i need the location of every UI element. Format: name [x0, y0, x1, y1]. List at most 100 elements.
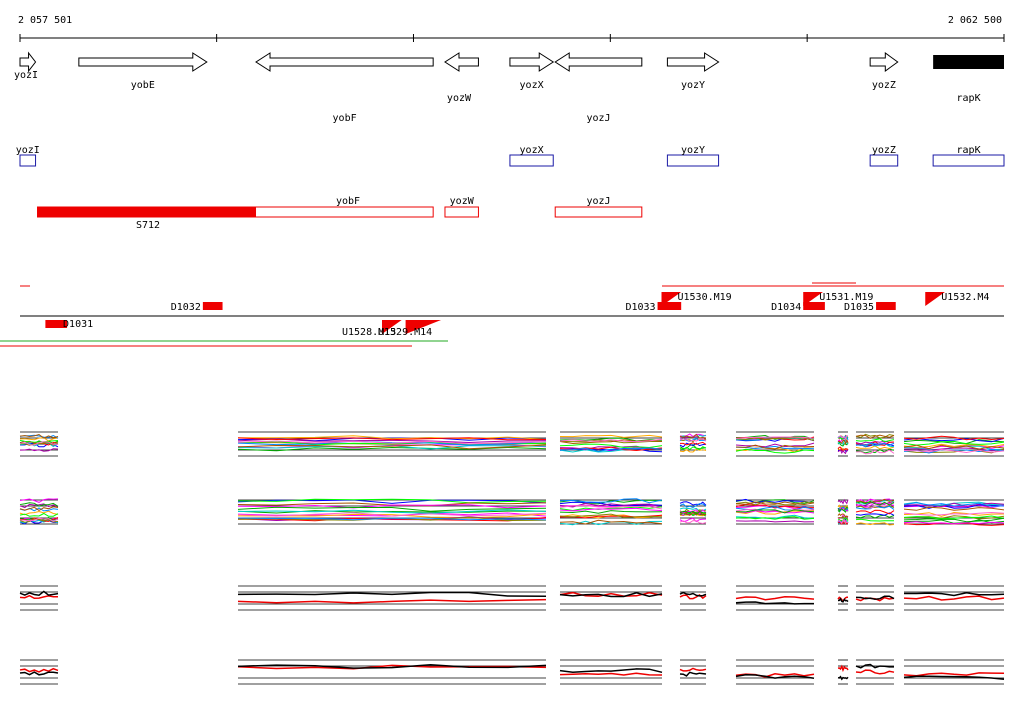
feature-triangle[interactable] — [925, 292, 945, 306]
gene-rapK[interactable]: rapK — [933, 55, 1004, 104]
expression-block — [735, 659, 815, 685]
gene-arrow[interactable] — [869, 52, 899, 72]
expression-trace — [903, 439, 1005, 445]
feature-D1033[interactable]: D1033 — [625, 302, 682, 313]
ruler-ticks — [19, 34, 1005, 42]
expression-block — [855, 498, 895, 526]
transcript-yozJ[interactable]: yozJ — [554, 196, 643, 218]
expression-trace — [903, 672, 1005, 677]
transcript-yozW[interactable]: yozW — [444, 196, 479, 218]
feature-D1034[interactable]: D1034 — [771, 302, 825, 313]
expression-trace — [735, 444, 815, 450]
cds-box[interactable] — [19, 154, 37, 167]
gene-arrow[interactable] — [509, 52, 555, 72]
cds-rapK[interactable]: rapK — [932, 145, 1005, 167]
gene-label: yozY — [681, 80, 705, 91]
expression-trace — [903, 592, 1005, 597]
expression-trace — [903, 502, 1005, 507]
feature-U1528.M13[interactable]: U1528.M13 — [342, 320, 402, 338]
gene-yozY[interactable]: yozY — [666, 52, 720, 91]
feature-label: D1031 — [63, 319, 93, 330]
cds-box[interactable] — [509, 154, 554, 167]
feature-U1529.M14[interactable]: U1529.M14 — [378, 320, 442, 338]
expression-trace — [837, 438, 849, 446]
feature-label: D1032 — [171, 302, 201, 313]
expression-trace — [19, 518, 59, 523]
expression-trace — [19, 448, 59, 452]
feature-box[interactable] — [803, 302, 825, 310]
gene-arrow[interactable] — [255, 52, 434, 72]
expression-trace — [679, 433, 707, 439]
expression-trace — [237, 440, 547, 446]
feature-triangle[interactable] — [381, 320, 402, 334]
gene-yozZ[interactable]: yozZ — [869, 52, 899, 91]
expression-trace — [237, 591, 547, 598]
cds-yozI[interactable]: yozI — [16, 145, 40, 167]
expression-trace — [903, 511, 1005, 516]
transcript-yobF[interactable]: yobF S712 — [37, 196, 434, 231]
expression-trace — [903, 504, 1005, 509]
feature-U1530.M19[interactable]: U1530.M19 — [661, 292, 732, 306]
expression-trace — [237, 438, 547, 444]
gene-yobE[interactable]: yobE — [78, 52, 208, 91]
expression-trace — [559, 447, 663, 453]
expression-trace — [237, 446, 547, 452]
gene-yozW[interactable]: yozW — [444, 52, 479, 104]
expression-block — [19, 659, 59, 685]
expression-block — [19, 431, 59, 457]
expression-block — [679, 431, 707, 457]
expression-trace — [903, 448, 1005, 454]
expression-trace — [679, 591, 707, 597]
feature-D1032[interactable]: D1032 — [171, 302, 223, 313]
expression-trace — [837, 513, 849, 518]
cds-yozX[interactable]: yozX — [509, 145, 554, 167]
feature-box[interactable] — [657, 302, 682, 310]
expression-trace — [559, 672, 663, 676]
expression-block — [679, 499, 707, 525]
feature-box[interactable] — [876, 302, 896, 310]
expression-trace — [19, 498, 59, 503]
cds-box[interactable] — [932, 154, 1005, 167]
gene-arrow[interactable] — [666, 52, 720, 72]
feature-box[interactable] — [45, 320, 68, 328]
feature-triangle[interactable] — [661, 292, 682, 306]
gene-label: yozJ — [586, 113, 610, 124]
gene-arrow[interactable] — [554, 52, 643, 72]
feature-triangle[interactable] — [803, 292, 823, 306]
feature-U1531.M19[interactable]: U1531.M19 — [803, 292, 873, 306]
expression-trace — [855, 514, 895, 519]
gene-arrow[interactable] — [19, 51, 37, 73]
gene-yobF[interactable]: yobF — [255, 52, 434, 124]
cds-box[interactable] — [666, 154, 720, 167]
cds-yozY[interactable]: yozY — [666, 145, 720, 167]
gene-yozI[interactable]: yozI — [14, 51, 38, 81]
feature-triangle[interactable] — [405, 320, 442, 334]
gene-yozX[interactable]: yozX — [509, 52, 555, 91]
transcript-box[interactable] — [554, 206, 643, 218]
expression-trace — [837, 446, 849, 451]
expression-trace — [237, 517, 547, 521]
expression-block — [735, 498, 815, 525]
feature-D1035[interactable]: D1035 — [844, 302, 896, 313]
cds-yozZ[interactable]: yozZ — [869, 145, 899, 167]
gene-arrow[interactable] — [444, 52, 479, 72]
feature-D1031[interactable]: D1031 — [45, 319, 93, 330]
feature-box[interactable] — [202, 302, 223, 310]
transcript-box[interactable] — [444, 206, 479, 218]
expression-trace — [903, 444, 1005, 450]
genes-track: yozI yobE yobF yozW yozX yozJ yozY yozZ rapK — [14, 51, 1004, 124]
cds-box[interactable] — [869, 154, 899, 167]
expression-block — [19, 585, 59, 611]
gene-block[interactable] — [933, 55, 1004, 69]
gene-yozJ[interactable]: yozJ — [554, 52, 643, 124]
gene-arrow[interactable] — [78, 52, 208, 72]
expression-trace — [679, 438, 707, 442]
expression-block — [837, 498, 849, 525]
expression-panel — [19, 659, 1005, 685]
expression-trace — [559, 519, 663, 525]
feature-U1532.M4[interactable]: U1532.M4 — [925, 292, 989, 306]
expression-trace — [679, 667, 707, 672]
expression-trace — [903, 511, 1005, 517]
